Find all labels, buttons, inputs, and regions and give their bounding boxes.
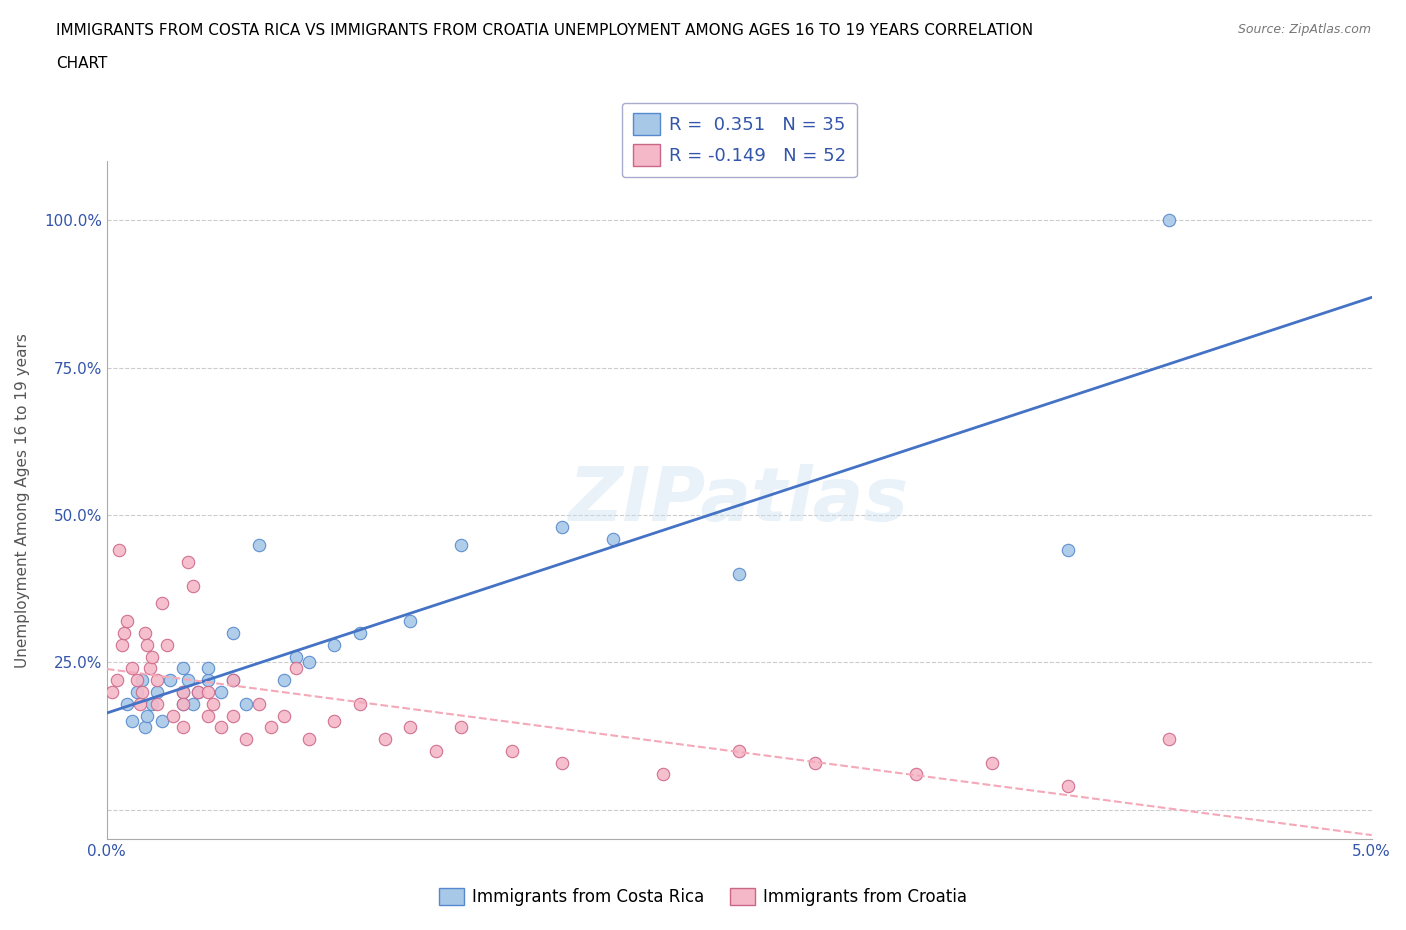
Point <box>235 732 257 747</box>
Legend: R =  0.351   N = 35, R = -0.149   N = 52: R = 0.351 N = 35, R = -0.149 N = 52 <box>621 102 856 178</box>
Point <box>1057 543 1080 558</box>
Point <box>323 714 346 729</box>
Point <box>349 626 371 641</box>
Point <box>156 637 179 652</box>
Point <box>652 767 675 782</box>
Point <box>1057 778 1080 793</box>
Point <box>172 684 194 699</box>
Point <box>425 743 447 758</box>
Point <box>273 672 295 687</box>
Point <box>181 578 204 593</box>
Point <box>201 697 224 711</box>
Point <box>121 661 143 676</box>
Point <box>247 697 270 711</box>
Point <box>141 697 163 711</box>
Point <box>146 672 169 687</box>
Point <box>136 708 159 723</box>
Point <box>136 637 159 652</box>
Point <box>172 720 194 735</box>
Point <box>134 720 156 735</box>
Point <box>197 672 219 687</box>
Point <box>349 697 371 711</box>
Point <box>187 684 209 699</box>
Text: IMMIGRANTS FROM COSTA RICA VS IMMIGRANTS FROM CROATIA UNEMPLOYMENT AMONG AGES 16: IMMIGRANTS FROM COSTA RICA VS IMMIGRANTS… <box>56 23 1033 38</box>
Point <box>134 626 156 641</box>
Point <box>981 755 1004 770</box>
Point <box>187 684 209 699</box>
Point <box>152 596 174 611</box>
Point <box>285 661 308 676</box>
Point <box>450 720 472 735</box>
Point <box>399 720 422 735</box>
Point <box>172 661 194 676</box>
Point <box>273 708 295 723</box>
Point <box>121 714 143 729</box>
Point <box>222 708 245 723</box>
Point <box>162 708 184 723</box>
Point <box>1159 213 1181 228</box>
Point <box>285 649 308 664</box>
Point <box>602 531 624 546</box>
Y-axis label: Unemployment Among Ages 16 to 19 years: Unemployment Among Ages 16 to 19 years <box>15 333 30 668</box>
Point <box>114 626 136 641</box>
Point <box>235 697 257 711</box>
Point <box>127 672 149 687</box>
Point <box>131 672 153 687</box>
Point <box>159 672 181 687</box>
Point <box>131 684 153 699</box>
Point <box>127 684 149 699</box>
Point <box>222 672 245 687</box>
Point <box>181 697 204 711</box>
Point <box>139 661 162 676</box>
Point <box>450 538 472 552</box>
Point <box>197 708 219 723</box>
Point <box>260 720 283 735</box>
Point <box>101 684 124 699</box>
Point <box>128 697 150 711</box>
Text: ZIPatlas: ZIPatlas <box>569 464 910 537</box>
Text: CHART: CHART <box>56 56 108 71</box>
Point <box>105 672 128 687</box>
Point <box>141 649 163 664</box>
Point <box>146 697 169 711</box>
Point <box>172 684 194 699</box>
Point <box>551 755 574 770</box>
Point <box>374 732 396 747</box>
Point <box>323 637 346 652</box>
Point <box>222 626 245 641</box>
Point <box>197 684 219 699</box>
Legend: Immigrants from Costa Rica, Immigrants from Croatia: Immigrants from Costa Rica, Immigrants f… <box>433 881 973 912</box>
Point <box>197 661 219 676</box>
Point <box>728 566 751 581</box>
Point <box>108 543 131 558</box>
Point <box>399 614 422 629</box>
Point <box>209 720 232 735</box>
Point <box>247 538 270 552</box>
Point <box>177 672 200 687</box>
Point <box>1159 732 1181 747</box>
Point <box>551 519 574 534</box>
Point <box>152 714 174 729</box>
Point <box>501 743 523 758</box>
Point <box>905 767 928 782</box>
Point <box>177 555 200 570</box>
Point <box>298 655 321 670</box>
Point <box>209 684 232 699</box>
Point <box>222 672 245 687</box>
Point <box>115 697 138 711</box>
Point <box>728 743 751 758</box>
Point <box>111 637 134 652</box>
Point <box>804 755 827 770</box>
Point <box>146 684 169 699</box>
Point <box>172 697 194 711</box>
Point <box>115 614 138 629</box>
Point <box>172 697 194 711</box>
Point <box>298 732 321 747</box>
Text: Source: ZipAtlas.com: Source: ZipAtlas.com <box>1237 23 1371 36</box>
